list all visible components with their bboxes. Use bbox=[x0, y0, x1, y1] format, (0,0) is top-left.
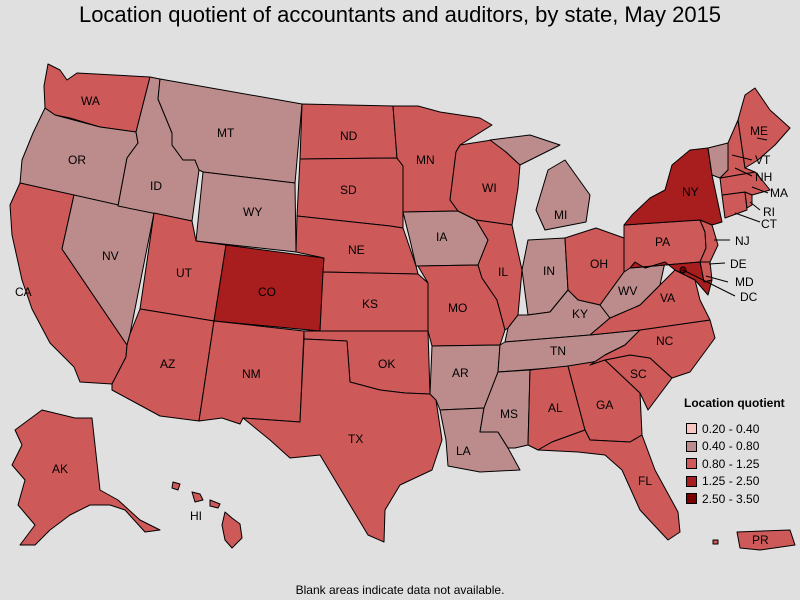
label-nv: NV bbox=[102, 249, 119, 263]
label-nd: ND bbox=[340, 129, 358, 143]
label-mt: MT bbox=[217, 126, 235, 140]
state-mt[interactable] bbox=[157, 78, 303, 184]
label-pr: PR bbox=[752, 533, 769, 547]
legend-swatch bbox=[686, 493, 697, 505]
state-hi[interactable] bbox=[171, 481, 243, 549]
label-ut: UT bbox=[176, 266, 193, 280]
legend-swatch bbox=[686, 458, 697, 470]
state-fl[interactable] bbox=[537, 429, 681, 541]
label-pa: PA bbox=[655, 235, 670, 249]
legend-swatch bbox=[686, 475, 697, 487]
label-ks: KS bbox=[362, 297, 378, 311]
label-ia: IA bbox=[436, 230, 447, 244]
label-wv: WV bbox=[618, 284, 637, 298]
state-ny[interactable] bbox=[623, 147, 723, 226]
label-nj: NJ bbox=[735, 234, 750, 248]
label-tx: TX bbox=[348, 432, 363, 446]
hawaii-islands bbox=[171, 481, 243, 549]
legend-title: Location quotient bbox=[684, 396, 785, 410]
label-ak: AK bbox=[52, 462, 68, 476]
label-wa: WA bbox=[81, 94, 100, 108]
label-mn: MN bbox=[416, 153, 435, 167]
label-ct: CT bbox=[761, 217, 778, 231]
label-va: VA bbox=[660, 291, 675, 305]
label-fl: FL bbox=[638, 474, 652, 488]
label-ny: NY bbox=[682, 185, 699, 199]
state-ak[interactable] bbox=[11, 409, 161, 546]
legend-item: 1.25 - 2.50 bbox=[684, 473, 800, 491]
label-ri: RI bbox=[763, 205, 775, 219]
label-il: IL bbox=[498, 265, 508, 279]
label-ne: NE bbox=[348, 243, 365, 257]
legend-label: 0.80 - 1.25 bbox=[702, 456, 760, 471]
label-nc: NC bbox=[656, 334, 674, 348]
label-md: MD bbox=[735, 275, 754, 289]
label-sd: SD bbox=[340, 183, 357, 197]
legend-swatch bbox=[686, 423, 697, 435]
label-vt: VT bbox=[755, 153, 771, 167]
legend-label: 2.50 - 3.50 bbox=[702, 491, 760, 506]
legend-item: 0.80 - 1.25 bbox=[684, 455, 800, 473]
label-or: OR bbox=[68, 153, 86, 167]
label-in: IN bbox=[543, 264, 555, 278]
label-al: AL bbox=[548, 401, 563, 415]
puerto-rico-islet bbox=[712, 539, 719, 545]
label-ar: AR bbox=[452, 366, 469, 380]
map-title: Location quotient of accountants and aud… bbox=[78, 2, 722, 27]
label-co: CO bbox=[258, 285, 276, 299]
label-az: AZ bbox=[160, 357, 175, 371]
label-dc: DC bbox=[740, 290, 758, 304]
legend-item: 0.20 - 0.40 bbox=[684, 420, 800, 438]
state-mi[interactable] bbox=[489, 134, 591, 231]
state-md[interactable] bbox=[629, 261, 713, 296]
label-wy: WY bbox=[243, 205, 262, 219]
label-ok: OK bbox=[378, 357, 395, 371]
label-nm: NM bbox=[242, 367, 261, 381]
label-sc: SC bbox=[630, 367, 647, 381]
legend-label: 0.20 - 0.40 bbox=[702, 421, 760, 436]
label-hi: HI bbox=[190, 509, 202, 523]
label-tn: TN bbox=[550, 344, 566, 358]
state-pr[interactable] bbox=[736, 529, 796, 551]
state-me[interactable] bbox=[737, 87, 791, 169]
label-ga: GA bbox=[596, 398, 613, 412]
label-ms: MS bbox=[500, 407, 518, 421]
state-il[interactable] bbox=[475, 219, 523, 331]
label-la: LA bbox=[456, 444, 471, 458]
state-ct[interactable] bbox=[721, 191, 748, 219]
legend-item: 0.40 - 0.80 bbox=[684, 438, 800, 456]
label-mo: MO bbox=[448, 301, 467, 315]
footnote: Blank areas indicate data not available. bbox=[295, 583, 505, 597]
label-oh: OH bbox=[590, 257, 608, 271]
label-me: ME bbox=[750, 124, 768, 138]
label-ma: MA bbox=[770, 186, 788, 200]
legend: Location quotient 0.20 - 0.40 0.40 - 0.8… bbox=[684, 396, 800, 508]
label-mi: MI bbox=[554, 208, 567, 222]
state-tx[interactable] bbox=[242, 338, 443, 543]
legend-label: 1.25 - 2.50 bbox=[702, 474, 760, 489]
label-nh: NH bbox=[755, 170, 772, 184]
legend-item: 2.50 - 3.50 bbox=[684, 490, 800, 508]
label-ca: CA bbox=[15, 285, 32, 299]
label-de: DE bbox=[730, 257, 747, 271]
state-labels: WA OR CA NV ID MT WY UT CO AZ NM ND SD N… bbox=[15, 94, 788, 547]
legend-label: 0.40 - 0.80 bbox=[702, 439, 760, 454]
legend-swatch bbox=[686, 440, 697, 452]
label-id: ID bbox=[150, 179, 162, 193]
label-ky: KY bbox=[572, 307, 588, 321]
label-wi: WI bbox=[482, 181, 497, 195]
leader-lines bbox=[682, 137, 769, 297]
